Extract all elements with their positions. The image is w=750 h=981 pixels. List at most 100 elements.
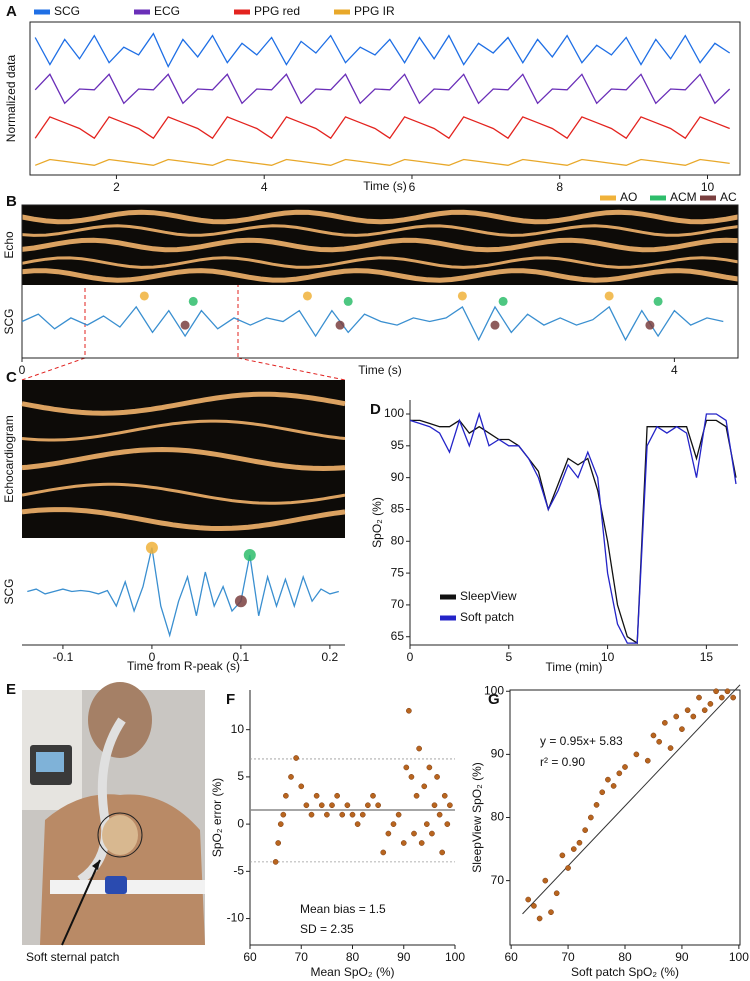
echo-band: [21, 391, 346, 416]
echo-label: Echo: [2, 231, 16, 259]
event-marker: [457, 291, 467, 301]
scatter-point: [724, 688, 731, 695]
y-tick-label: 100: [484, 683, 504, 697]
scatter-point: [334, 792, 340, 799]
scatter-point: [313, 792, 320, 799]
y-tick-label: 90: [391, 470, 405, 484]
x-tick-label: 90: [675, 950, 689, 964]
scatter-point: [318, 802, 325, 809]
x-tick-label: 0: [19, 363, 26, 377]
scatter-point: [423, 821, 430, 827]
panel-label: E: [6, 681, 16, 698]
scatter-point: [542, 877, 549, 884]
annotation: Mean bias = 1.5: [300, 902, 386, 916]
panel-label: C: [6, 369, 17, 386]
y-tick-label: 80: [491, 810, 505, 824]
scatter-point: [701, 707, 708, 714]
scatter-point: [354, 821, 361, 827]
x-axis-label: Time (s): [358, 363, 402, 377]
scatter-point: [650, 732, 657, 739]
echo-band: [21, 419, 346, 442]
photo-caption: Soft sternal patch: [26, 950, 119, 964]
legend-swatch: [34, 9, 50, 15]
scatter-point: [411, 830, 417, 837]
scatter-point: [656, 738, 663, 745]
event-marker: [604, 291, 614, 301]
y-tick-label: 90: [491, 747, 505, 761]
y-tick-label: 5: [237, 769, 244, 783]
series-line: [34, 158, 730, 166]
echo-band: [21, 446, 346, 472]
event-marker: [234, 595, 247, 608]
scatter-point: [605, 776, 611, 783]
series-line: [21, 305, 724, 342]
panel-label: F: [226, 691, 235, 708]
legend-label: SleepView: [460, 589, 517, 603]
y-tick-label: 70: [391, 597, 405, 611]
scatter-point: [570, 846, 577, 852]
x-tick-label: 10: [601, 650, 615, 664]
scatter-point: [684, 707, 691, 714]
scatter-point: [587, 814, 594, 821]
y-tick-label: 95: [391, 438, 405, 452]
x-tick-label: 70: [561, 950, 575, 964]
echo-band: [21, 507, 346, 531]
x-tick-label: 70: [295, 950, 309, 964]
annotation: y = 0.95x+ 5.83: [540, 734, 623, 748]
scatter-point: [275, 840, 282, 846]
scatter-point: [329, 802, 335, 809]
scatter-point: [622, 764, 628, 770]
scatter-point: [283, 792, 289, 799]
y-axis-label: SleepView SpO₂ (%): [470, 762, 484, 872]
y-axis-label: SCG: [2, 578, 16, 604]
echo-band: [21, 224, 739, 237]
scatter-point: [662, 719, 668, 726]
legend-label: Soft patch: [460, 610, 514, 624]
panel-label: D: [370, 401, 381, 418]
y-tick-label: 75: [391, 565, 405, 579]
scatter-point: [293, 755, 299, 761]
legend-swatch: [600, 195, 616, 201]
y-tick-label: 70: [491, 873, 505, 887]
annotation: SD = 2.35: [300, 922, 354, 936]
x-axis-label: Time (min): [546, 660, 603, 674]
scatter-point: [525, 896, 532, 903]
y-tick-label: 80: [391, 533, 405, 547]
x-tick-label: 100: [445, 950, 465, 964]
event-marker: [490, 320, 500, 330]
annotation: r² = 0.90: [540, 755, 585, 769]
y-axis-label: SCG: [2, 308, 16, 334]
x-tick-label: 15: [700, 650, 714, 664]
scatter-point: [447, 802, 453, 809]
scatter-point: [380, 849, 387, 856]
y-axis-label: Normalized data: [4, 54, 18, 142]
scatter-point: [421, 783, 428, 790]
x-tick-label: 8: [556, 180, 563, 194]
scatter-point: [633, 751, 640, 758]
y-tick-label: 100: [384, 406, 404, 420]
scatter-point: [359, 811, 366, 818]
frame: [29, 21, 741, 176]
scatter-point: [426, 764, 433, 771]
x-tick-label: 100: [729, 950, 749, 964]
legend-swatch: [440, 594, 456, 600]
scatter-point: [441, 792, 448, 799]
scatter-point: [707, 701, 714, 707]
x-tick-label: -0.1: [53, 650, 74, 664]
y-tick-label: 10: [231, 722, 245, 736]
legend-label: AC: [720, 190, 737, 204]
scatter-point: [439, 849, 446, 856]
scatter-point: [696, 694, 702, 701]
event-marker: [645, 320, 655, 330]
scatter-point: [400, 840, 407, 846]
scatter-point: [444, 821, 451, 827]
legend-label: SCG: [54, 4, 80, 18]
scatter-point: [280, 811, 287, 818]
scatter-point: [536, 915, 543, 922]
scatter-point: [365, 802, 371, 809]
event-marker: [343, 296, 353, 306]
scatter-point: [370, 792, 376, 799]
scatter-point: [303, 802, 310, 809]
x-axis-label: Mean SpO₂ (%): [310, 965, 394, 979]
series-line: [34, 73, 731, 105]
